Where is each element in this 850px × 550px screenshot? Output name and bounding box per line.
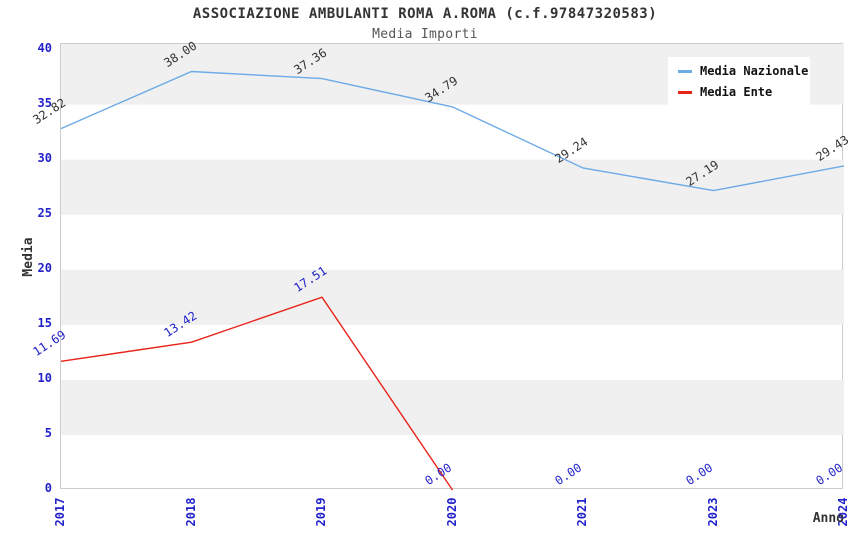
x-tick-label: 2021 bbox=[575, 497, 589, 527]
y-tick-label: 20 bbox=[37, 260, 52, 275]
y-tick-label: 35 bbox=[37, 95, 52, 110]
y-tick-label: 10 bbox=[37, 370, 52, 385]
legend-label: Media Nazionale bbox=[700, 64, 809, 78]
grid-band bbox=[61, 159, 844, 215]
y-tick-label: 30 bbox=[37, 150, 52, 165]
y-axis-title: Media bbox=[21, 237, 36, 277]
chart-title: ASSOCIAZIONE AMBULANTI ROMA A.ROMA (c.f.… bbox=[192, 6, 658, 22]
legend-label: Media Ente bbox=[700, 85, 773, 99]
plot-canvas bbox=[60, 44, 845, 491]
y-tick-label: 25 bbox=[37, 205, 52, 220]
x-tick-label: 2023 bbox=[705, 497, 720, 527]
legend: Media Nazionale Media Ente bbox=[668, 57, 810, 106]
legend-line-swatch-icon bbox=[678, 69, 692, 73]
grid-band bbox=[61, 379, 844, 435]
x-tick-label: 2018 bbox=[183, 497, 198, 527]
x-tick-label: 2017 bbox=[53, 497, 67, 527]
plot-area: 32.82 38.00 37.36 34.79 29.24 27.19 29.43 11.69… bbox=[30, 38, 850, 491]
legend-line-swatch-icon bbox=[678, 90, 692, 94]
legend-item-media-nazionale: Media Nazionale bbox=[678, 64, 808, 78]
grid-band bbox=[61, 269, 844, 325]
series-line-media-nazionale bbox=[60, 70, 845, 192]
x-tick-label: 2020 bbox=[444, 497, 459, 527]
x-axis-title: Anno bbox=[812, 511, 844, 526]
chart-subtitle: Media Importi bbox=[372, 27, 478, 42]
y-tick-label: 40 bbox=[37, 40, 52, 55]
y-tick-label: 5 bbox=[44, 425, 52, 440]
series-line-media-ente bbox=[60, 296, 454, 491]
legend-item-media-ente: Media Ente bbox=[678, 85, 800, 99]
y-tick-label: 0 bbox=[44, 481, 52, 495]
y-tick-label: 15 bbox=[37, 315, 52, 330]
x-tick-label: 2019 bbox=[314, 497, 328, 527]
